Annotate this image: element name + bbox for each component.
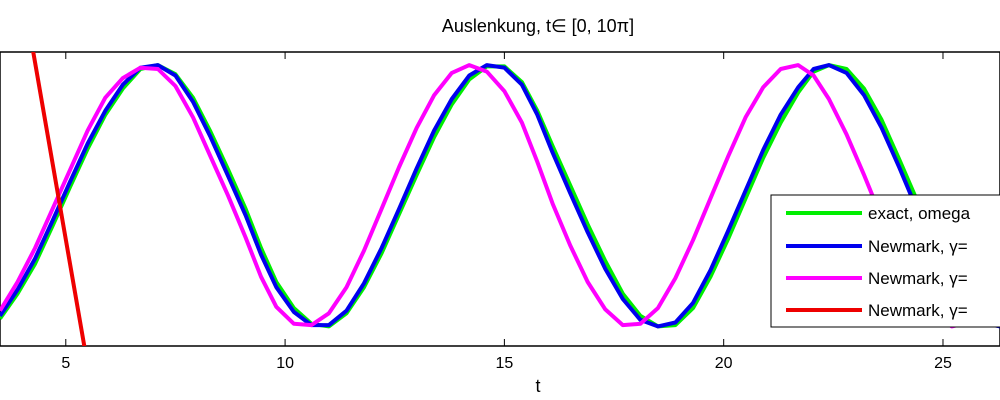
x-tick-label: 25	[934, 355, 952, 372]
series-newmark-1-line	[0, 63, 1000, 329]
legend: exact, omega Newmark, γ= Newmark, γ= New…	[770, 194, 1000, 328]
plot-frame	[0, 51, 1000, 347]
x-axis: 5 10 15 20 25	[61, 52, 952, 372]
series-newmark-3-line	[31, 52, 87, 346]
x-tick-label: 10	[276, 355, 294, 372]
series-newmark-2-line	[0, 63, 1000, 329]
legend-label-exact: exact, omega	[868, 204, 971, 223]
legend-box	[770, 194, 1000, 328]
chart-title: Auslenkung, t∈ [0, 10π]	[442, 16, 634, 36]
plot-area	[0, 51, 1000, 347]
x-tick-label: 5	[61, 355, 70, 372]
legend-label-newmark-2: Newmark, γ=	[868, 269, 968, 288]
legend-label-newmark-1: Newmark, γ=	[868, 237, 968, 256]
series-layer	[0, 52, 1000, 346]
legend-label-newmark-3: Newmark, γ=	[868, 301, 968, 320]
x-axis-label: t	[535, 376, 540, 396]
x-tick-label: 20	[715, 355, 733, 372]
x-tick-label: 15	[495, 355, 513, 372]
